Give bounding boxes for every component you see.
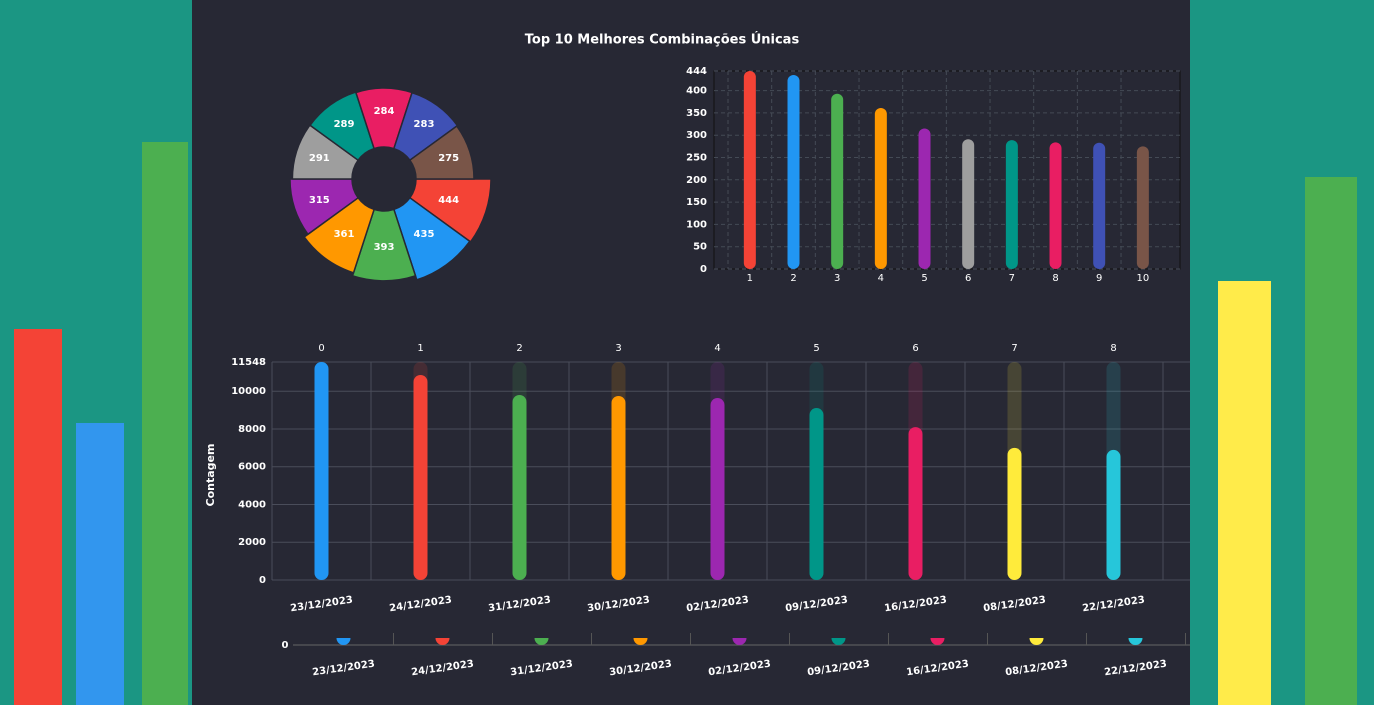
bar [1007, 447, 1022, 580]
bar [512, 394, 527, 580]
y-tick-label: 150 [686, 197, 707, 208]
top-axis-label: 8 [1110, 343, 1116, 354]
bar [1005, 140, 1018, 269]
slider-dot [435, 638, 450, 645]
y-tick-label: 400 [686, 86, 707, 97]
y-tick-label: 8000 [238, 424, 266, 435]
bar [1049, 142, 1062, 269]
bar [314, 362, 329, 580]
x-tick-label: 3 [834, 273, 840, 284]
chart-title: Top 10 Melhores Combinações Únicas [525, 32, 800, 48]
pie-slice [392, 91, 459, 162]
top-axis-label: 5 [813, 343, 819, 354]
x-tick-label: 5 [921, 273, 927, 284]
decor-bar [1305, 177, 1357, 705]
x-tick-label: 1 [747, 273, 753, 284]
slider-dot [831, 638, 846, 645]
top-axis-label: 4 [714, 343, 720, 354]
top-axis-label: 1 [417, 343, 423, 354]
top-axis-label: 3 [615, 343, 621, 354]
pie-slice [303, 196, 376, 274]
bar [918, 128, 931, 269]
y-tick-label: 4000 [238, 499, 266, 510]
top-axis-label: 6 [912, 343, 918, 354]
slider-dot [336, 638, 351, 645]
bar [1093, 142, 1106, 269]
slice-label: 435 [414, 229, 435, 240]
y-tick-label: 0 [259, 575, 266, 586]
bar [908, 427, 923, 580]
decor-bar [1218, 281, 1271, 705]
slice-label: 393 [374, 242, 395, 253]
x-tick-label: 10 [1136, 273, 1149, 284]
pie-slice [291, 124, 360, 180]
slice-label: 283 [414, 119, 435, 130]
decor-bar [14, 329, 62, 705]
x-tick-label: 4 [878, 273, 884, 284]
y-tick-label: 2000 [238, 537, 266, 548]
slice-label: 291 [309, 153, 330, 164]
y-tick-label: 250 [686, 153, 707, 164]
bar [611, 395, 626, 580]
y-tick-label: 0 [700, 264, 707, 275]
slice-label: 315 [309, 195, 330, 206]
slider-dot [633, 638, 648, 645]
slider-dot [930, 638, 945, 645]
y-tick-label: 200 [686, 175, 707, 186]
x-tick-label: 2 [790, 273, 796, 284]
slice-label: 275 [438, 153, 459, 164]
bar [1136, 146, 1149, 269]
top-axis-label: 2 [516, 343, 522, 354]
pie-slice [289, 178, 360, 236]
slider-tick-label: 0 [282, 640, 289, 651]
pie-slice [351, 208, 417, 282]
y-tick-label: 444 [686, 66, 707, 77]
bar [962, 139, 975, 269]
slider-dot [1128, 638, 1143, 645]
y-axis-label: Contagem [204, 444, 217, 507]
x-tick-label: 9 [1096, 273, 1102, 284]
y-tick-label: 300 [686, 130, 707, 141]
bar [1106, 449, 1121, 580]
slice-label: 444 [438, 195, 459, 206]
decor-bar [76, 423, 124, 705]
y-tick-label: 50 [693, 242, 707, 253]
y-tick-label: 100 [686, 219, 707, 230]
top-axis-label: 0 [318, 343, 324, 354]
bar [809, 408, 824, 580]
x-tick-label: 7 [1009, 273, 1015, 284]
top-axis-label: 7 [1011, 343, 1017, 354]
pie-slice [392, 196, 471, 281]
bar [787, 75, 800, 269]
decor-bar [142, 142, 188, 705]
y-tick-label: 350 [686, 108, 707, 119]
slider-dot [1029, 638, 1044, 645]
slider-dot [534, 638, 549, 645]
bar [413, 374, 428, 580]
y-tick-label: 6000 [238, 462, 266, 473]
slider-dot [732, 638, 747, 645]
pie-slice [408, 125, 475, 180]
bar [831, 93, 844, 269]
x-tick-label: 8 [1052, 273, 1058, 284]
x-tick-label: 6 [965, 273, 971, 284]
pie-slice [309, 91, 376, 162]
y-tick-label: 11548 [231, 357, 266, 368]
pie-slice [408, 178, 492, 243]
bar [874, 108, 887, 269]
bar [743, 71, 756, 269]
slice-label: 361 [334, 229, 355, 240]
slice-label: 284 [374, 106, 395, 117]
y-tick-label: 10000 [231, 386, 266, 397]
slice-label: 289 [334, 119, 355, 130]
bar [710, 398, 725, 580]
